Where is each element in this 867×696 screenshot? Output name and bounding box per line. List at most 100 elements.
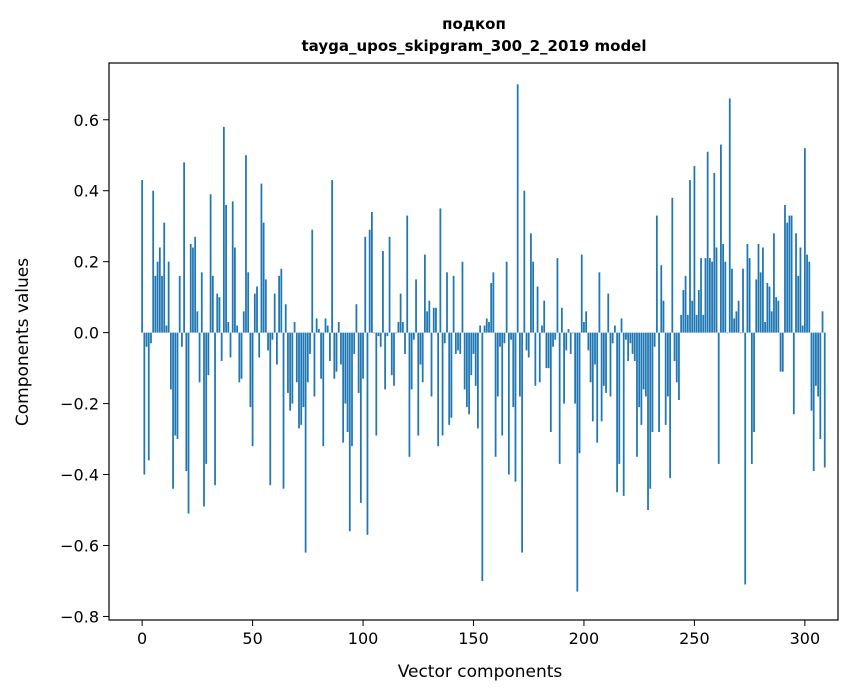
bar bbox=[181, 332, 183, 347]
bar bbox=[711, 261, 713, 333]
bar bbox=[715, 247, 718, 333]
bar bbox=[633, 332, 636, 362]
bar bbox=[523, 190, 526, 333]
bar bbox=[788, 215, 791, 333]
bar bbox=[660, 265, 663, 333]
bar bbox=[795, 233, 797, 333]
bar bbox=[408, 332, 411, 457]
bar bbox=[567, 329, 570, 333]
bar bbox=[658, 332, 660, 432]
bar bbox=[260, 183, 263, 333]
bar bbox=[366, 332, 369, 535]
bar bbox=[815, 332, 817, 386]
bar bbox=[525, 332, 528, 351]
bar bbox=[598, 272, 601, 333]
bar bbox=[527, 332, 530, 358]
bar bbox=[686, 314, 689, 333]
bar bbox=[558, 332, 561, 464]
bar bbox=[357, 332, 360, 393]
bar bbox=[264, 279, 267, 333]
bar bbox=[384, 332, 387, 390]
x-tick-label: 0 bbox=[137, 629, 147, 648]
bar bbox=[552, 332, 554, 347]
bar bbox=[748, 258, 751, 333]
bar bbox=[317, 329, 320, 333]
bar bbox=[189, 243, 192, 333]
bar bbox=[344, 332, 347, 404]
bar bbox=[348, 332, 351, 532]
bar bbox=[786, 222, 789, 333]
bar bbox=[797, 275, 800, 333]
bar bbox=[203, 332, 205, 507]
bar bbox=[521, 332, 523, 553]
bar bbox=[218, 297, 221, 333]
bar bbox=[441, 332, 444, 436]
y-tick-label: −0.4 bbox=[60, 466, 99, 485]
bar bbox=[496, 332, 499, 397]
bar bbox=[682, 290, 685, 333]
bar bbox=[198, 332, 201, 383]
bar bbox=[262, 222, 265, 333]
bar bbox=[726, 332, 729, 334]
bar bbox=[304, 332, 307, 553]
bar bbox=[342, 332, 345, 443]
bar bbox=[470, 332, 473, 376]
bar bbox=[781, 332, 784, 372]
bar bbox=[324, 318, 327, 333]
bar bbox=[494, 332, 497, 457]
bar bbox=[355, 304, 358, 333]
bar bbox=[744, 332, 747, 585]
bar bbox=[801, 325, 804, 333]
bar bbox=[459, 332, 462, 354]
bar bbox=[750, 332, 753, 464]
bar bbox=[278, 275, 280, 333]
bar bbox=[653, 332, 656, 347]
bar bbox=[253, 293, 256, 333]
bar bbox=[393, 332, 395, 386]
bar bbox=[231, 201, 234, 333]
bar bbox=[510, 332, 512, 340]
y-tick-label: −0.2 bbox=[60, 395, 99, 414]
bar bbox=[435, 307, 437, 333]
bar bbox=[280, 268, 283, 333]
bar bbox=[412, 332, 415, 340]
bar bbox=[810, 332, 813, 411]
bar bbox=[585, 311, 588, 333]
x-tick-label: 250 bbox=[679, 629, 710, 648]
bar bbox=[165, 325, 168, 333]
bar bbox=[404, 332, 406, 354]
bar bbox=[410, 332, 413, 390]
bar bbox=[823, 332, 826, 468]
bar bbox=[625, 332, 627, 340]
bar bbox=[375, 332, 378, 436]
bar bbox=[812, 332, 815, 471]
y-axis-label: Components values bbox=[13, 258, 33, 426]
bar bbox=[684, 275, 687, 333]
x-axis-ticks: 0 50 100 150 200 250 300 bbox=[137, 620, 820, 648]
bar bbox=[196, 311, 199, 333]
bar bbox=[589, 332, 592, 383]
bar bbox=[300, 332, 303, 425]
bar bbox=[269, 332, 272, 486]
bar bbox=[229, 332, 232, 358]
bar bbox=[706, 151, 709, 333]
bar bbox=[242, 311, 245, 333]
bar bbox=[790, 215, 793, 333]
bar bbox=[216, 293, 219, 333]
bar bbox=[651, 332, 654, 432]
bar bbox=[209, 194, 212, 333]
bar bbox=[240, 332, 243, 379]
bar bbox=[306, 332, 309, 383]
bar bbox=[187, 332, 190, 514]
bar bbox=[461, 261, 464, 333]
bar bbox=[560, 307, 563, 333]
bar bbox=[695, 314, 698, 333]
bar bbox=[505, 261, 508, 333]
bar bbox=[222, 126, 225, 333]
bar bbox=[322, 332, 325, 447]
bar bbox=[452, 275, 455, 333]
bar bbox=[373, 332, 375, 334]
bar bbox=[578, 332, 581, 454]
bar bbox=[622, 332, 625, 496]
bar bbox=[158, 247, 161, 333]
